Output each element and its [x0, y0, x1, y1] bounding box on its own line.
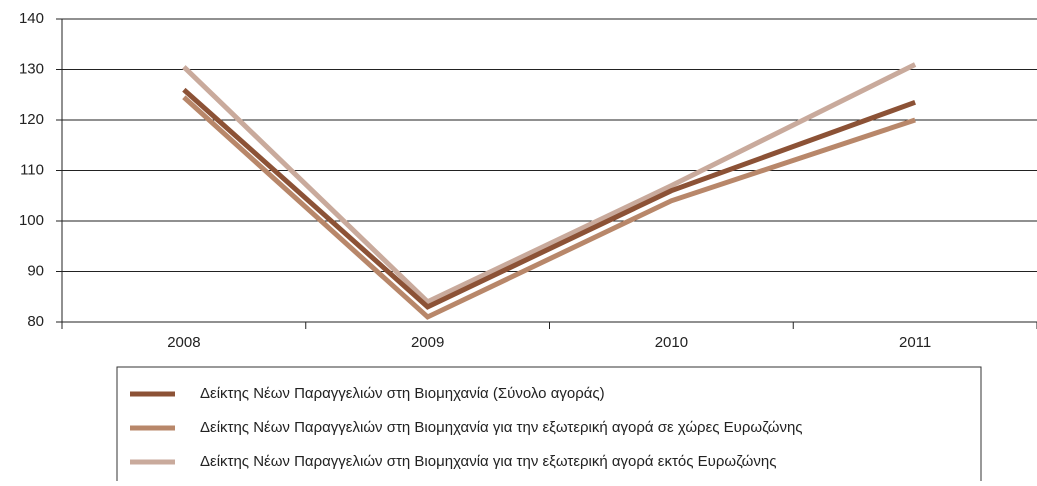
y-tick-label: 130 [19, 60, 44, 77]
x-tick-label: 2011 [899, 334, 931, 351]
y-tick-label: 80 [27, 313, 44, 330]
y-tick-label: 120 [19, 111, 44, 128]
y-tick-label: 110 [20, 161, 44, 178]
series-line [182, 62, 917, 305]
legend-label: Δείκτης Νέων Παραγγελιών στη Βιομηχανία … [200, 385, 605, 402]
series-line [182, 95, 916, 320]
legend-label: Δείκτης Νέων Παραγγελιών στη Βιομηχανία … [200, 419, 803, 436]
legend-box [116, 366, 982, 486]
y-tick-label: 90 [27, 262, 44, 279]
x-tick-label: 2008 [167, 334, 200, 351]
y-tick-label: 100 [19, 212, 44, 229]
legend-label: Δείκτης Νέων Παραγγελιών στη Βιομηχανία … [200, 453, 776, 470]
x-tick-label: 2009 [411, 334, 444, 351]
x-tick-label: 2010 [655, 334, 688, 351]
series-line [182, 87, 916, 310]
y-tick-label: 140 [19, 10, 44, 27]
